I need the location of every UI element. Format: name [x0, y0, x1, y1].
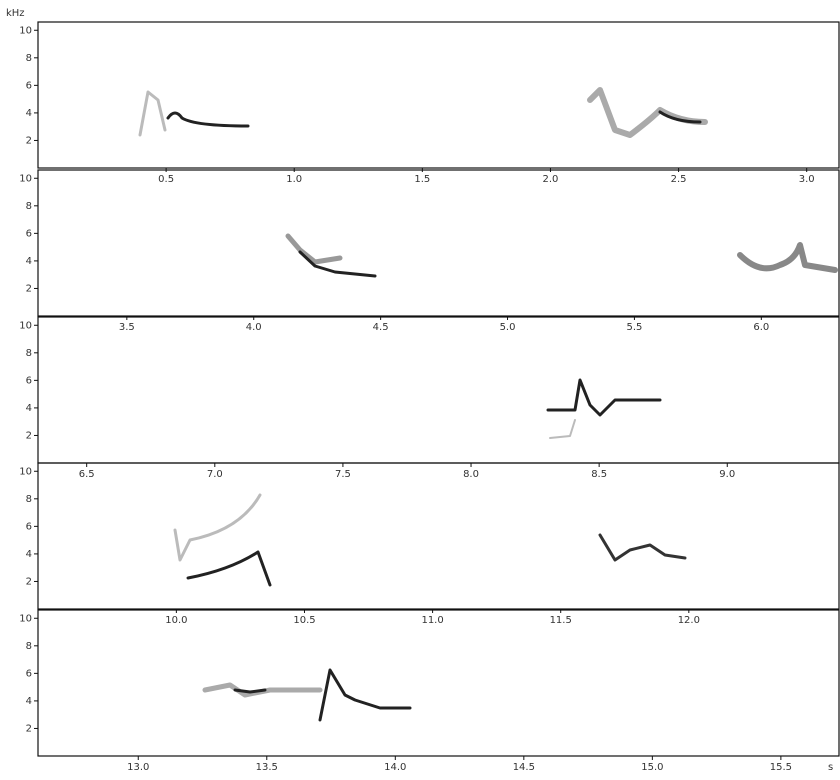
x-tick-label: 9.0	[719, 469, 735, 480]
x-tick-label: 6.5	[79, 469, 95, 480]
y-tick-label: 10	[19, 320, 32, 331]
y-tick-label: 2	[26, 283, 32, 294]
panel-frame	[37, 609, 840, 757]
y-tick-label: 8	[26, 348, 32, 359]
panel-frame	[37, 316, 840, 464]
y-tick-label: 6	[26, 375, 32, 386]
spectral-traces	[138, 87, 838, 722]
y-tick-label: 10	[19, 613, 32, 624]
panel-frame	[37, 21, 840, 169]
y-tick-label: 8	[26, 53, 32, 64]
x-tick-label: 13.0	[127, 762, 149, 773]
y-tick-label: 10	[19, 173, 32, 184]
x-tick-label: 14.5	[513, 762, 535, 773]
panel-frame	[37, 169, 840, 317]
y-tick-label: 6	[26, 80, 32, 91]
trace	[298, 250, 377, 278]
y-tick-label: 4	[26, 696, 32, 707]
x-tick-label: 8.0	[463, 469, 479, 480]
x-tick-label: 10.5	[293, 615, 315, 626]
x-tick-label: 5.5	[626, 322, 642, 333]
trace	[186, 550, 272, 587]
y-tick-label: 2	[26, 135, 32, 146]
trace	[549, 419, 576, 439]
trace	[173, 493, 262, 562]
y-tick-label: 8	[26, 641, 32, 652]
y-tick-label: 6	[26, 228, 32, 239]
x-tick-label: 14.0	[384, 762, 406, 773]
trace	[233, 668, 412, 722]
y-tick-label: 2	[26, 430, 32, 441]
trace	[598, 533, 687, 562]
x-tick-label: 6.0	[753, 322, 769, 333]
x-tick-label: 15.0	[641, 762, 663, 773]
x-tick-label: 2.0	[543, 174, 559, 185]
x-tick-label: 11.5	[550, 615, 572, 626]
y-tick-label: 2	[26, 576, 32, 587]
y-tick-label: 4	[26, 256, 32, 267]
trace	[587, 87, 708, 138]
trace	[138, 90, 167, 137]
y-tick-label: 2	[26, 723, 32, 734]
x-tick-label: 10.0	[165, 615, 187, 626]
x-tick-label: 13.5	[256, 762, 278, 773]
x-tick-label: 1.5	[414, 174, 430, 185]
x-tick-label: 15.5	[770, 762, 792, 773]
trace	[166, 111, 250, 128]
y-tick-label: 4	[26, 108, 32, 119]
y-tick-label: 4	[26, 549, 32, 560]
trace	[202, 682, 323, 698]
x-tick-label: 4.5	[373, 322, 389, 333]
x-tick-label: 11.0	[421, 615, 443, 626]
y-axis-label: kHz	[6, 8, 25, 19]
x-tick-label: 4.0	[246, 322, 262, 333]
x-tick-label: 7.0	[207, 469, 223, 480]
y-tick-label: 10	[19, 25, 32, 36]
y-tick-label: 8	[26, 494, 32, 505]
x-tick-label: 7.5	[335, 469, 351, 480]
y-tick-label: 4	[26, 403, 32, 414]
x-tick-label: 3.5	[119, 322, 135, 333]
y-tick-label: 6	[26, 668, 32, 679]
trace	[546, 378, 662, 417]
y-tick-label: 6	[26, 521, 32, 532]
x-tick-label: 0.5	[158, 174, 174, 185]
x-tick-label: 2.5	[671, 174, 687, 185]
trace	[658, 110, 702, 124]
x-axis-label: s	[828, 762, 833, 773]
trace	[285, 233, 343, 265]
y-tick-label: 10	[19, 466, 32, 477]
x-tick-label: 5.0	[500, 322, 516, 333]
panel-frame	[37, 462, 840, 610]
x-tick-label: 8.5	[591, 469, 607, 480]
x-tick-label: 3.0	[799, 174, 815, 185]
y-tick-label: 8	[26, 201, 32, 212]
x-tick-label: 1.0	[286, 174, 302, 185]
trace	[737, 242, 838, 273]
x-tick-label: 12.0	[678, 615, 700, 626]
